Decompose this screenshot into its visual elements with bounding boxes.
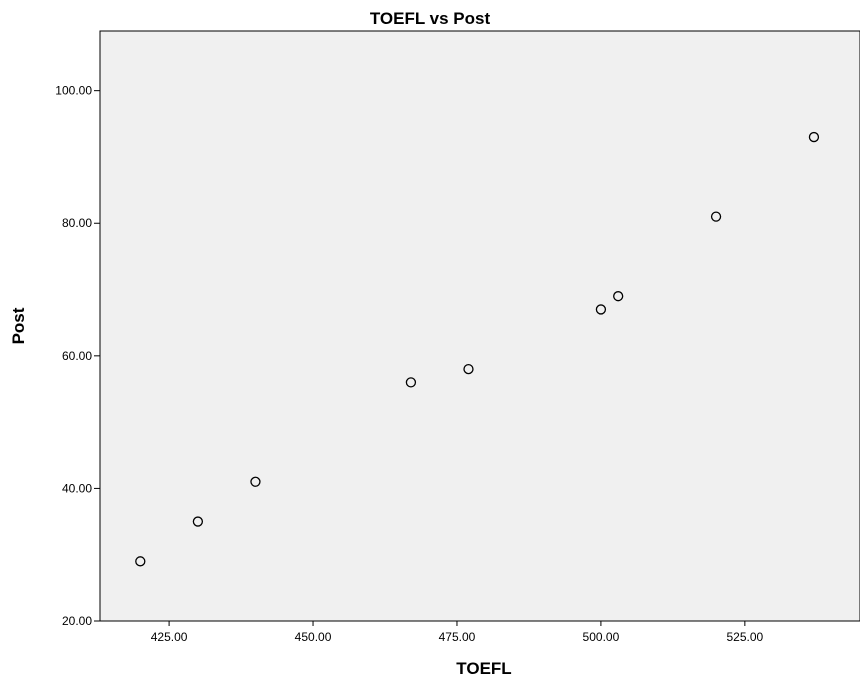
x-tick-label: 475.00: [439, 630, 476, 644]
chart-title: TOEFL vs Post: [370, 9, 491, 28]
y-tick-label: 100.00: [55, 84, 92, 98]
data-point: [463, 363, 474, 375]
x-tick-label: 450.00: [295, 630, 332, 644]
data-point: [710, 211, 722, 222]
data-point: [613, 291, 624, 302]
plot-area: [99, 30, 860, 622]
data-points: [135, 131, 820, 567]
x-tick-label: 525.00: [726, 630, 763, 644]
data-point: [135, 556, 146, 567]
x-axis-title: TOEFL: [456, 659, 511, 678]
y-tick-label: 60.00: [62, 349, 92, 363]
y-tick-label: 80.00: [62, 216, 92, 230]
data-point: [250, 476, 261, 487]
data-point: [405, 377, 417, 388]
data-point: [595, 304, 607, 315]
y-tick-label: 20.00: [62, 614, 92, 628]
x-axis: 425.00 450.00 475.00 500.00 525.00: [151, 621, 764, 644]
y-axis: 20.00 40.00 60.00 80.00 100.00: [55, 84, 100, 628]
data-point: [808, 131, 820, 143]
x-tick-label: 425.00: [151, 630, 188, 644]
data-point: [192, 516, 204, 527]
y-tick-label: 40.00: [62, 481, 92, 495]
y-axis-title: Post: [9, 307, 28, 344]
x-tick-label: 500.00: [583, 630, 620, 644]
